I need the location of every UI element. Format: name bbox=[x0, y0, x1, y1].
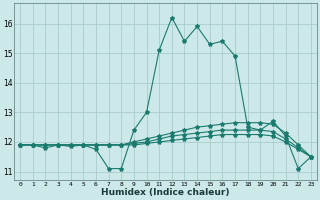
X-axis label: Humidex (Indice chaleur): Humidex (Indice chaleur) bbox=[101, 188, 230, 197]
